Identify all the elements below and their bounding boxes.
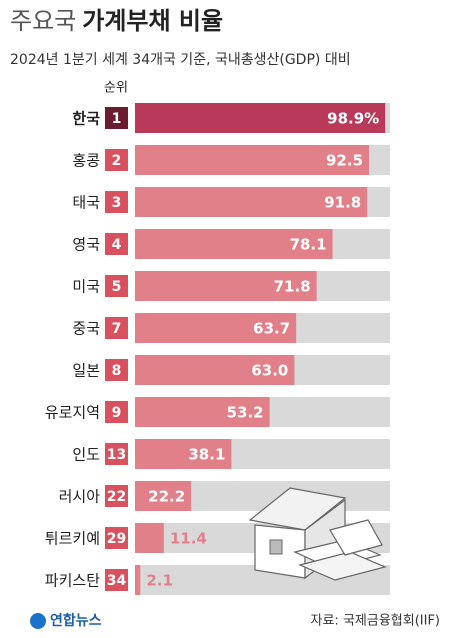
title-light: 주요국 xyxy=(10,7,76,35)
rank-label: 34 xyxy=(107,573,127,589)
rank-label: 22 xyxy=(107,489,126,505)
logo: 연합뉴스 xyxy=(30,612,102,629)
rank-label: 7 xyxy=(112,321,122,337)
category-label: 러시아 xyxy=(59,488,101,506)
category-label: 영국 xyxy=(72,236,100,254)
rank-label: 3 xyxy=(112,195,122,211)
value-label: 98.9% xyxy=(327,110,379,128)
category-label: 중국 xyxy=(72,320,100,338)
value-label: 53.2 xyxy=(227,404,264,422)
rank-label: 1 xyxy=(112,111,122,127)
chart: 주요국가계부채 비율 2024년 1분기 세계 34개국 기준, 국내총생산(G… xyxy=(0,0,449,638)
value-label: 78.1 xyxy=(290,236,327,254)
category-label: 미국 xyxy=(72,278,100,296)
bar xyxy=(135,523,164,553)
bar xyxy=(135,565,140,595)
logo-text: 연합뉴스 xyxy=(50,612,102,629)
value-label: 63.7 xyxy=(253,320,290,338)
rank-label: 13 xyxy=(107,447,126,463)
rank-label: 5 xyxy=(112,279,122,295)
category-label: 파키스탄 xyxy=(45,572,100,590)
source: 자료: 국제금융협회(IIF) xyxy=(311,614,440,629)
value-label: 92.5 xyxy=(326,152,363,170)
rank-label: 4 xyxy=(112,237,122,253)
category-label: 홍콩 xyxy=(72,152,100,170)
category-label: 유로지역 xyxy=(45,404,100,422)
category-label: 인도 xyxy=(72,446,100,464)
rank-label: 2 xyxy=(112,153,122,169)
value-label: 63.0 xyxy=(251,362,288,380)
value-label: 38.1 xyxy=(188,446,225,464)
rank-label: 9 xyxy=(112,405,122,421)
subtitle: 2024년 1분기 세계 34개국 기준, 국내총생산(GDP) 대비 xyxy=(10,52,351,68)
title-bold: 가계부채 비율 xyxy=(82,7,223,35)
rank-header: 순위 xyxy=(104,81,128,96)
value-label: 11.4 xyxy=(170,530,207,548)
rank-label: 8 xyxy=(112,363,122,379)
category-label: 튀르키예 xyxy=(45,530,100,548)
value-label: 22.2 xyxy=(148,488,185,506)
rank-label: 29 xyxy=(107,531,126,547)
value-label: 91.8 xyxy=(324,194,361,212)
value-label: 71.8 xyxy=(274,278,311,296)
category-label: 태국 xyxy=(72,194,100,212)
value-label: 2.1 xyxy=(146,572,173,590)
category-label: 한국 xyxy=(72,110,100,128)
category-label: 일본 xyxy=(72,362,100,380)
